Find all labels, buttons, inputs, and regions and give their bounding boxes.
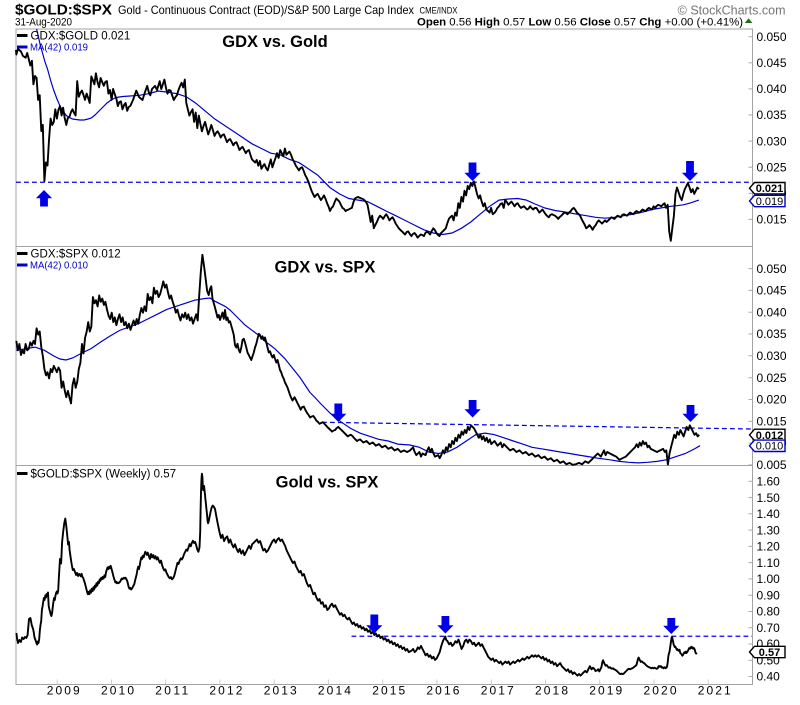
svg-text:0.90: 0.90: [757, 588, 781, 602]
svg-text:GDX vs. Gold: GDX vs. Gold: [222, 33, 327, 51]
svg-text:1.50: 1.50: [757, 491, 781, 505]
svg-text:2015: 2015: [372, 684, 405, 698]
svg-text:0.015: 0.015: [757, 415, 787, 429]
svg-text:2013: 2013: [264, 684, 297, 698]
svg-text:0.010: 0.010: [756, 441, 784, 453]
svg-text:MA(42) 0.019: MA(42) 0.019: [30, 43, 88, 54]
svg-text:2019: 2019: [589, 684, 622, 698]
svg-text:GDX:$SPX 0.012: GDX:$SPX 0.012: [31, 249, 121, 261]
svg-text:Open 0.56 High 0.57 Low 0.56: Open 0.56 High 0.57 Low 0.56 Close 0.57 …: [417, 17, 743, 29]
svg-text:0.035: 0.035: [757, 108, 787, 122]
svg-text:0.050: 0.050: [757, 30, 787, 44]
svg-text:0.020: 0.020: [757, 393, 787, 407]
svg-text:2020: 2020: [644, 684, 677, 698]
svg-text:1.60: 1.60: [757, 475, 781, 489]
svg-text:0.80: 0.80: [757, 605, 781, 619]
svg-text:2018: 2018: [535, 684, 568, 698]
svg-text:0.40: 0.40: [757, 670, 781, 684]
svg-text:CME/INDX: CME/INDX: [420, 6, 458, 16]
svg-text:© StockCharts.com: © StockCharts.com: [678, 4, 786, 18]
svg-text:Gold vs. SPX: Gold vs. SPX: [276, 474, 379, 492]
svg-text:0.019: 0.019: [756, 196, 784, 208]
svg-text:0.040: 0.040: [757, 82, 787, 96]
svg-text:0.021: 0.021: [756, 183, 784, 195]
svg-text:2021: 2021: [698, 684, 731, 698]
svg-text:0.045: 0.045: [757, 284, 787, 298]
svg-text:1.00: 1.00: [757, 572, 781, 586]
svg-text:0.030: 0.030: [757, 349, 787, 363]
svg-text:0.012: 0.012: [756, 430, 784, 442]
svg-text:0.70: 0.70: [757, 621, 781, 635]
svg-text:0.030: 0.030: [757, 134, 787, 148]
svg-text:0.025: 0.025: [757, 371, 787, 385]
svg-text:2009: 2009: [47, 684, 80, 698]
svg-text:0.025: 0.025: [757, 160, 787, 174]
svg-text:0.050: 0.050: [757, 262, 787, 276]
svg-text:2010: 2010: [101, 684, 134, 698]
svg-text:1.10: 1.10: [757, 556, 781, 570]
svg-text:2014: 2014: [318, 684, 351, 698]
svg-text:1.20: 1.20: [757, 540, 781, 554]
svg-text:0.040: 0.040: [757, 305, 787, 319]
svg-text:0.005: 0.005: [757, 458, 787, 472]
svg-text:2017: 2017: [481, 684, 514, 698]
svg-text:0.035: 0.035: [757, 327, 787, 341]
svg-text:2012: 2012: [209, 684, 242, 698]
svg-text:0.57: 0.57: [759, 647, 780, 659]
svg-text:1.30: 1.30: [757, 523, 781, 537]
svg-text:2016: 2016: [426, 684, 459, 698]
svg-text:0.015: 0.015: [757, 213, 787, 227]
svg-text:31-Aug-2020: 31-Aug-2020: [15, 17, 72, 29]
svg-text:0.045: 0.045: [757, 56, 787, 70]
svg-text:$GOLD:$SPX: $GOLD:$SPX: [15, 3, 112, 19]
svg-text:MA(42) 0.010: MA(42) 0.010: [30, 261, 88, 272]
svg-text:Gold - Continuous Contract (EO: Gold - Continuous Contract (EOD)/S&P 500…: [118, 3, 414, 17]
svg-text:1.40: 1.40: [757, 507, 781, 521]
svg-text:GDX:$GOLD 0.021: GDX:$GOLD 0.021: [31, 31, 131, 43]
svg-text:$GOLD:$SPX (Weekly) 0.57: $GOLD:$SPX (Weekly) 0.57: [31, 469, 177, 481]
svg-text:GDX vs. SPX: GDX vs. SPX: [275, 259, 376, 277]
